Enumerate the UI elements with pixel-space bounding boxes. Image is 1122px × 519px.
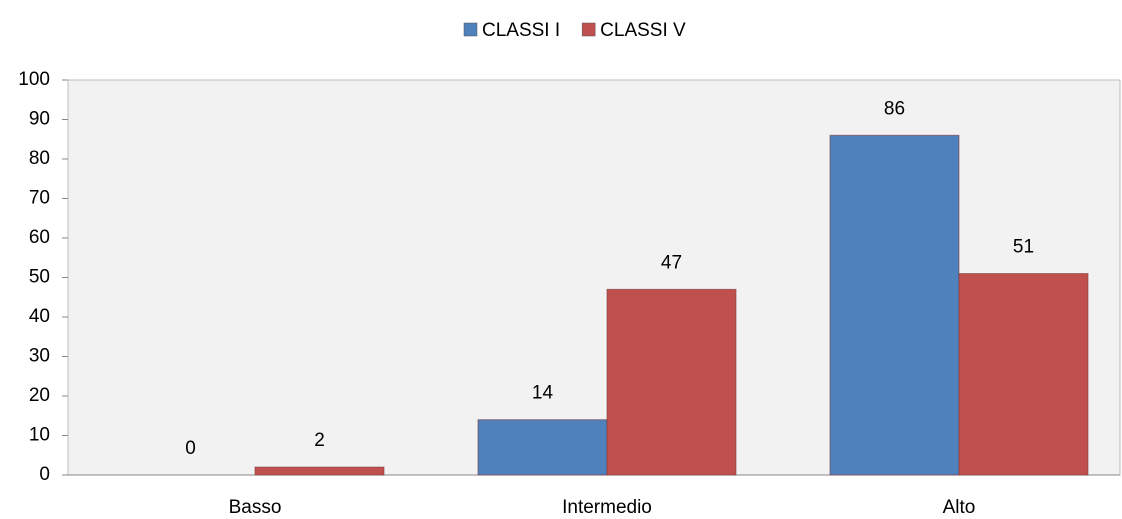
bar (477, 419, 608, 476)
y-tick-label: 60 (29, 227, 50, 248)
y-tick-label: 20 (29, 385, 50, 406)
legend-label: CLASSI I (482, 20, 560, 41)
data-label: 51 (1013, 237, 1034, 258)
x-tick-label: Alto (943, 497, 976, 518)
y-tick-label: 90 (29, 109, 50, 130)
legend-label: CLASSI V (600, 20, 686, 41)
y-tick-label: 80 (29, 148, 50, 169)
y-tick-label: 50 (29, 267, 50, 288)
data-label: 47 (661, 252, 682, 273)
data-label: 2 (314, 430, 325, 451)
bar (829, 134, 960, 476)
x-tick-label: Basso (229, 497, 282, 518)
bar (958, 273, 1089, 476)
legend-swatch (581, 22, 596, 37)
y-tick-label: 100 (18, 69, 50, 90)
data-label: 86 (884, 98, 905, 119)
y-tick-label: 30 (29, 346, 50, 367)
data-label: 0 (185, 438, 196, 459)
bar (606, 288, 737, 476)
legend-swatch (463, 22, 478, 37)
y-tick-label: 0 (39, 464, 50, 485)
x-tick-label: Intermedio (562, 497, 652, 518)
y-tick-label: 10 (29, 425, 50, 446)
data-label: 14 (532, 383, 554, 404)
y-tick-label: 70 (29, 188, 50, 209)
y-tick-label: 40 (29, 306, 50, 327)
bar (254, 466, 385, 476)
